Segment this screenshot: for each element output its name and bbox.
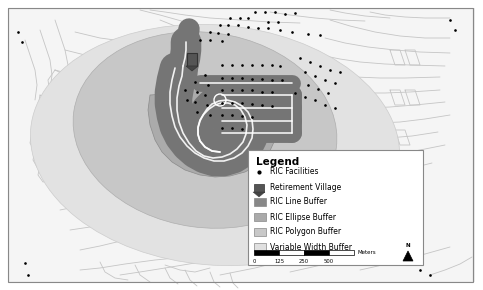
Bar	[0, 0, 8, 290]
Text: Meters: Meters	[358, 249, 377, 255]
Bar	[254, 198, 266, 206]
Text: 500: 500	[324, 259, 334, 264]
Text: N: N	[406, 243, 411, 248]
Bar	[254, 213, 266, 221]
Text: Variable Width Buffer: Variable Width Buffer	[270, 242, 352, 251]
Bar	[254, 243, 266, 251]
Ellipse shape	[30, 24, 399, 266]
Text: RIC Polygon Buffer: RIC Polygon Buffer	[270, 227, 341, 237]
Text: 250: 250	[299, 259, 309, 264]
Bar	[0, 0, 483, 8]
FancyBboxPatch shape	[248, 150, 423, 265]
Text: 0: 0	[252, 259, 256, 264]
Text: RIC Ellipse Buffer: RIC Ellipse Buffer	[270, 213, 336, 222]
Bar	[304, 250, 329, 255]
Bar	[254, 184, 264, 192]
Text: RIC Line Buffer: RIC Line Buffer	[270, 197, 327, 206]
Ellipse shape	[73, 32, 337, 228]
Polygon shape	[186, 66, 198, 71]
Bar	[475, 0, 483, 290]
Bar	[329, 250, 354, 255]
Text: 125: 125	[274, 259, 284, 264]
Polygon shape	[148, 80, 275, 177]
Text: Legend: Legend	[256, 157, 299, 167]
Bar	[0, 282, 483, 290]
Bar	[187, 53, 197, 66]
Bar	[254, 228, 266, 236]
Bar	[279, 250, 304, 255]
Polygon shape	[253, 192, 265, 197]
Bar	[254, 250, 279, 255]
Polygon shape	[403, 251, 413, 261]
Text: RIC Facilities: RIC Facilities	[270, 168, 318, 177]
Text: Retirement Village: Retirement Village	[270, 182, 341, 191]
